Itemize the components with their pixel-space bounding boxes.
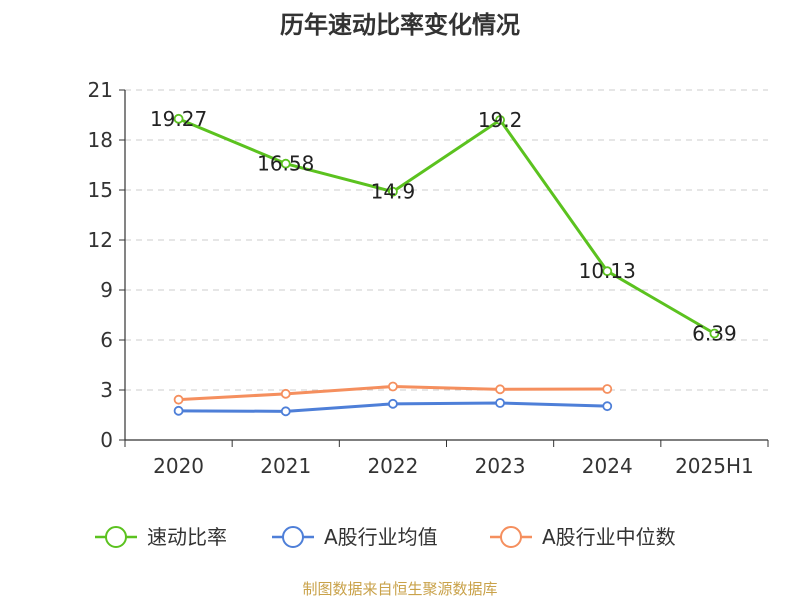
data-point bbox=[602, 266, 613, 277]
y-tick-label: 0 bbox=[100, 428, 113, 452]
data-label: 19.27 bbox=[150, 107, 207, 131]
data-label: 10.13 bbox=[579, 259, 636, 283]
data-point bbox=[173, 394, 184, 405]
data-label: 6.39 bbox=[692, 322, 737, 346]
data-point bbox=[388, 186, 398, 197]
data-point bbox=[495, 115, 505, 125]
data-point bbox=[280, 406, 291, 417]
data-point bbox=[602, 384, 613, 394]
data-point bbox=[173, 405, 184, 416]
chart-title: 历年速动比率变化情况 bbox=[280, 11, 520, 39]
data-point bbox=[388, 398, 398, 409]
data-label: 14.9 bbox=[371, 180, 416, 204]
series-line-0 bbox=[177, 117, 716, 335]
data-point bbox=[709, 328, 720, 339]
legend-label: A股行业均值 bbox=[324, 525, 438, 549]
y-tick-label: 9 bbox=[100, 278, 113, 302]
legend-label: A股行业中位数 bbox=[542, 525, 676, 549]
data-point bbox=[495, 398, 505, 408]
y-tick-label: 21 bbox=[88, 78, 113, 102]
legend-label: 速动比率 bbox=[147, 525, 227, 549]
legend-marker bbox=[282, 526, 304, 548]
data-point bbox=[280, 158, 291, 169]
y-tick-label: 18 bbox=[88, 128, 113, 152]
y-tick-label: 3 bbox=[100, 378, 113, 402]
y-tick-label: 6 bbox=[100, 328, 113, 352]
x-tick-label: 2024 bbox=[582, 454, 633, 478]
x-tick-label: 2021 bbox=[260, 454, 311, 478]
legend-marker bbox=[500, 526, 522, 548]
data-label: 19.2 bbox=[478, 108, 523, 132]
data-point bbox=[280, 388, 291, 399]
data-point bbox=[602, 401, 613, 412]
source-note: 制图数据来自恒生聚源数据库 bbox=[302, 580, 497, 598]
x-tick-label: 2023 bbox=[475, 454, 526, 478]
x-tick-label: 2022 bbox=[367, 454, 418, 478]
data-label: 16.58 bbox=[257, 152, 314, 176]
data-point bbox=[388, 381, 398, 392]
x-tick-label: 2025H1 bbox=[675, 454, 754, 478]
data-point bbox=[495, 384, 505, 395]
legend-marker bbox=[105, 526, 127, 548]
data-point bbox=[173, 113, 184, 124]
y-tick-label: 15 bbox=[88, 178, 113, 202]
x-tick-label: 2020 bbox=[153, 454, 204, 478]
y-tick-label: 12 bbox=[88, 228, 113, 252]
